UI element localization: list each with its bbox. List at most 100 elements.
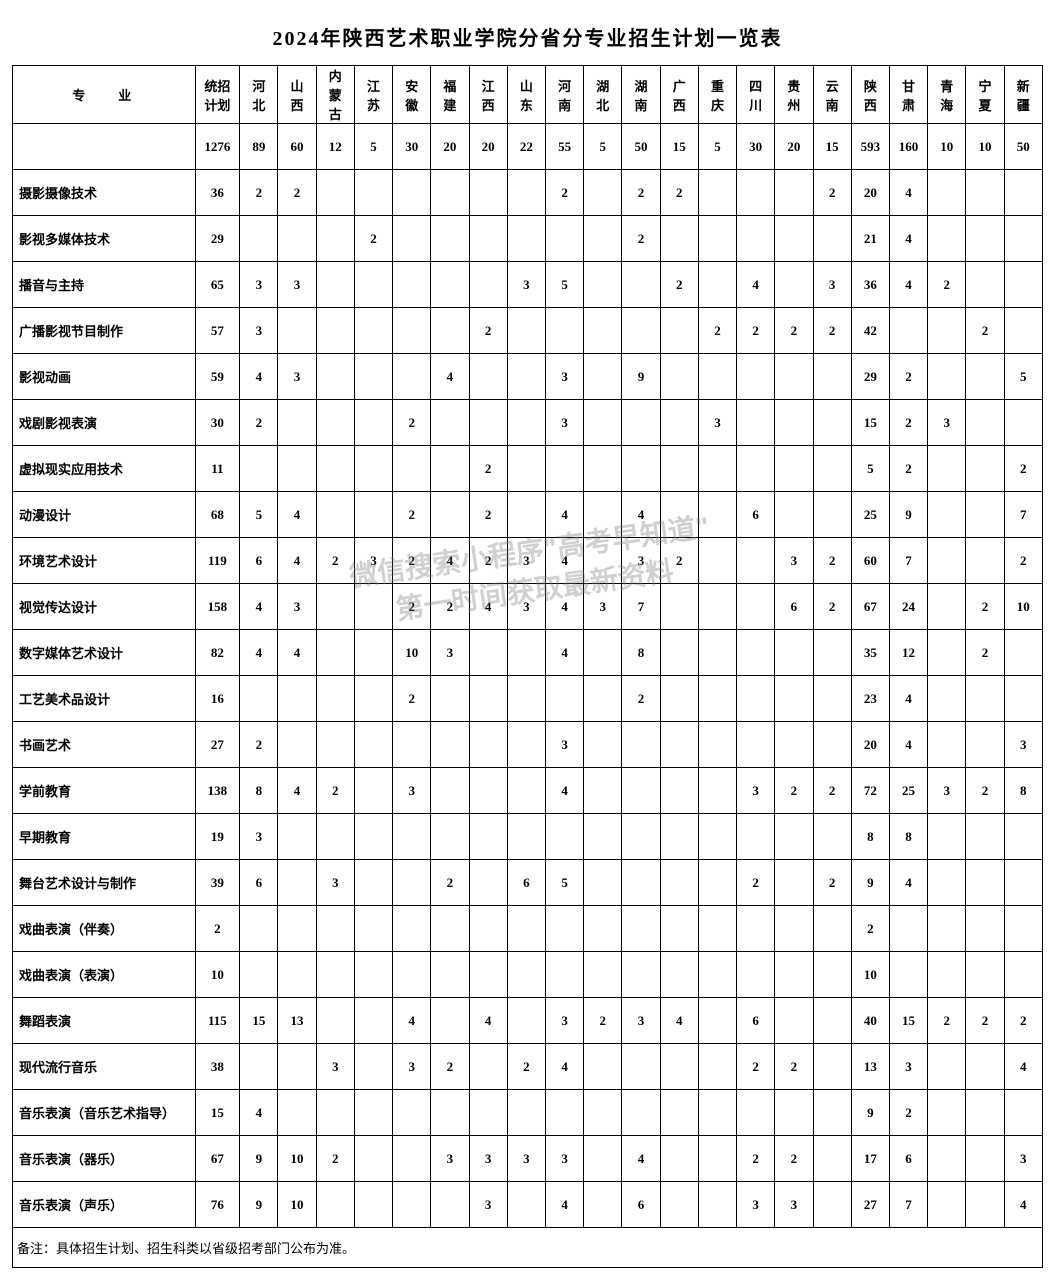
value-cell — [431, 492, 469, 538]
value-cell — [622, 814, 660, 860]
value-cell — [775, 170, 813, 216]
value-cell: 19 — [195, 814, 240, 860]
value-cell — [660, 630, 698, 676]
value-cell: 5 — [545, 262, 583, 308]
table-header: 专 业统招计划河北山西内蒙古江苏安徽福建江西山东河南湖北湖南广西重庆四川贵州云南… — [13, 66, 1043, 124]
value-cell — [698, 584, 736, 630]
totals-cell: 160 — [889, 124, 927, 170]
value-cell — [775, 860, 813, 906]
value-cell — [698, 676, 736, 722]
value-cell: 35 — [851, 630, 889, 676]
value-cell — [698, 952, 736, 998]
value-cell — [469, 400, 507, 446]
value-cell — [584, 722, 622, 768]
value-cell: 2 — [316, 768, 354, 814]
enrollment-table: 专 业统招计划河北山西内蒙古江苏安徽福建江西山东河南湖北湖南广西重庆四川贵州云南… — [12, 65, 1043, 1228]
value-cell: 4 — [889, 262, 927, 308]
value-cell — [660, 446, 698, 492]
totals-cell: 10 — [928, 124, 966, 170]
value-cell — [393, 952, 431, 998]
value-cell: 2 — [928, 262, 966, 308]
value-cell — [928, 814, 966, 860]
value-cell — [775, 354, 813, 400]
value-cell — [698, 262, 736, 308]
value-cell: 11 — [195, 446, 240, 492]
value-cell — [966, 262, 1004, 308]
table-body: 1276896012530202022555501553020155931601… — [13, 124, 1043, 1228]
major-cell: 书画艺术 — [13, 722, 196, 768]
value-cell: 3 — [431, 630, 469, 676]
value-cell: 10 — [278, 1182, 316, 1228]
value-cell — [545, 308, 583, 354]
footnote: 备注：具体招生计划、招生科类以省级招考部门公布为准。 — [12, 1228, 1043, 1268]
value-cell: 2 — [431, 860, 469, 906]
major-cell: 虚拟现实应用技术 — [13, 446, 196, 492]
value-cell: 2 — [1004, 538, 1042, 584]
table-row: 早期教育19388 — [13, 814, 1043, 860]
value-cell — [354, 998, 392, 1044]
value-cell — [469, 170, 507, 216]
value-cell: 2 — [431, 584, 469, 630]
value-cell: 7 — [889, 538, 927, 584]
value-cell — [469, 630, 507, 676]
header-guangxi: 广西 — [660, 66, 698, 124]
value-cell: 9 — [240, 1136, 278, 1182]
value-cell — [431, 814, 469, 860]
value-cell — [431, 952, 469, 998]
value-cell — [507, 354, 545, 400]
value-cell: 16 — [195, 676, 240, 722]
value-cell — [660, 216, 698, 262]
value-cell — [354, 1044, 392, 1090]
value-cell: 9 — [851, 860, 889, 906]
major-cell: 音乐表演（音乐艺术指导） — [13, 1090, 196, 1136]
value-cell: 5 — [851, 446, 889, 492]
header-total: 统招计划 — [195, 66, 240, 124]
value-cell — [431, 768, 469, 814]
header-hebei: 河北 — [240, 66, 278, 124]
value-cell: 4 — [278, 768, 316, 814]
header-ningxia: 宁夏 — [966, 66, 1004, 124]
header-chongqing: 重庆 — [698, 66, 736, 124]
value-cell: 4 — [1004, 1044, 1042, 1090]
value-cell — [622, 308, 660, 354]
value-cell — [584, 262, 622, 308]
value-cell — [278, 676, 316, 722]
value-cell — [431, 400, 469, 446]
value-cell — [431, 262, 469, 308]
table-row: 音乐表演（声乐）76910346332774 — [13, 1182, 1043, 1228]
value-cell — [316, 446, 354, 492]
value-cell — [660, 860, 698, 906]
value-cell — [813, 354, 851, 400]
value-cell — [431, 308, 469, 354]
value-cell — [928, 722, 966, 768]
value-cell: 4 — [889, 170, 927, 216]
value-cell — [316, 906, 354, 952]
value-cell — [240, 906, 278, 952]
value-cell — [928, 1044, 966, 1090]
value-cell: 2 — [889, 446, 927, 492]
totals-cell: 30 — [393, 124, 431, 170]
value-cell: 4 — [889, 676, 927, 722]
value-cell: 7 — [889, 1182, 927, 1228]
value-cell: 3 — [240, 814, 278, 860]
value-cell — [584, 1044, 622, 1090]
value-cell: 59 — [195, 354, 240, 400]
value-cell: 15 — [889, 998, 927, 1044]
value-cell: 57 — [195, 308, 240, 354]
value-cell — [813, 676, 851, 722]
value-cell — [813, 952, 851, 998]
value-cell: 3 — [813, 262, 851, 308]
value-cell: 5 — [1004, 354, 1042, 400]
value-cell — [698, 722, 736, 768]
totals-cell: 89 — [240, 124, 278, 170]
value-cell — [737, 814, 775, 860]
header-major: 专 业 — [13, 66, 196, 124]
value-cell: 2 — [737, 308, 775, 354]
value-cell: 3 — [469, 1136, 507, 1182]
value-cell: 2 — [966, 630, 1004, 676]
table-row: 戏曲表演（伴奏）22 — [13, 906, 1043, 952]
value-cell: 76 — [195, 1182, 240, 1228]
value-cell — [775, 630, 813, 676]
value-cell: 3 — [545, 722, 583, 768]
value-cell: 2 — [584, 998, 622, 1044]
